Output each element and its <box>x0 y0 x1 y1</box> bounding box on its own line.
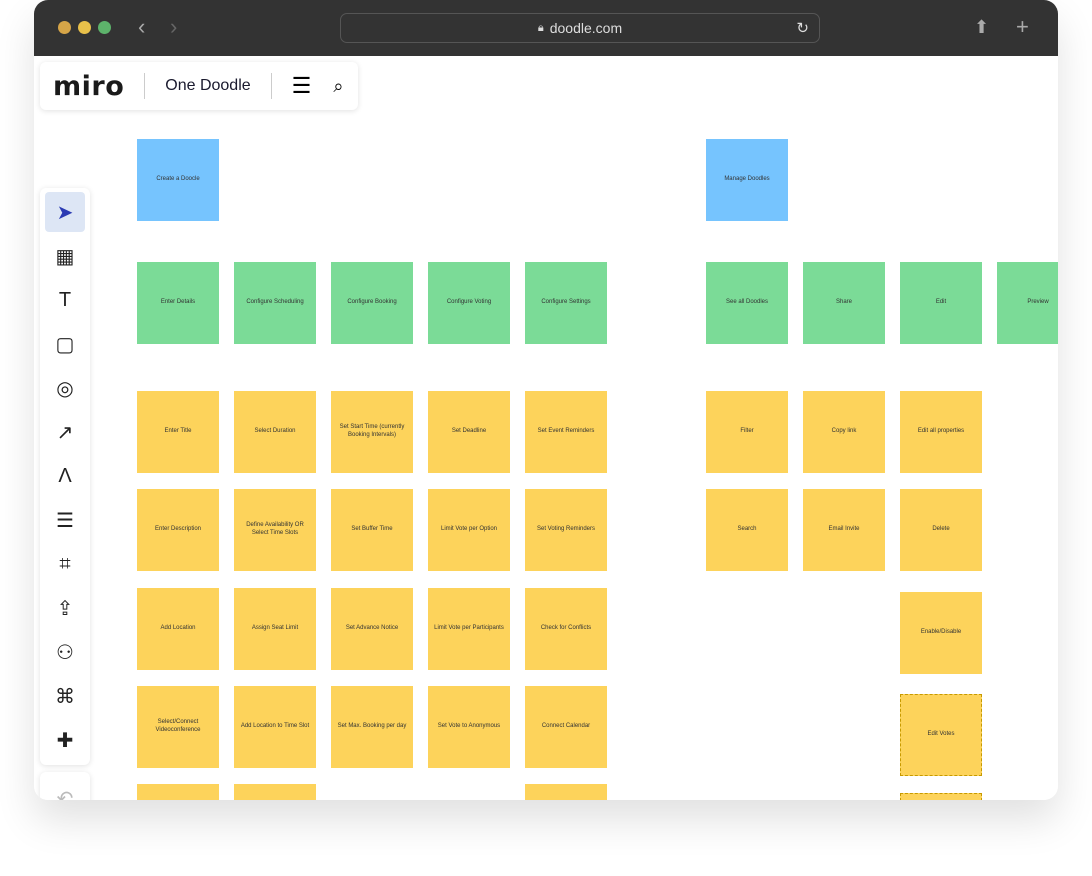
sticky-note[interactable]: Limit Vote per Option <box>428 489 510 571</box>
sticky-note[interactable]: Configure Settings <box>525 262 607 344</box>
sticky-note[interactable]: Set Max. Booking per day <box>331 686 413 768</box>
sticky-note[interactable]: Filter <box>706 391 788 473</box>
sticky-note[interactable]: Set Event Reminders <box>525 391 607 473</box>
sticky-note[interactable]: Search <box>706 489 788 571</box>
sticky-note[interactable]: Copy link <box>803 391 885 473</box>
sticky-note[interactable]: Set Deadline <box>428 391 510 473</box>
new-tab-icon[interactable]: + <box>1016 14 1029 39</box>
sticky-note[interactable]: Set Start Time (currently Booking Interv… <box>331 391 413 473</box>
board-title[interactable]: One Doodle <box>165 77 251 94</box>
sticky-note[interactable]: Set Advance Notice <box>331 588 413 670</box>
shapes-icon[interactable]: ◎ <box>56 377 74 400</box>
sticky-note[interactable] <box>525 784 607 800</box>
sticky-note[interactable]: Manage Doodles <box>706 139 788 221</box>
sticky-note[interactable]: Enter Details <box>137 262 219 344</box>
lock-icon: 🔒︎ <box>537 21 544 34</box>
sticky-note[interactable]: Select/Connect Videoconference <box>137 686 219 768</box>
sticky-note[interactable]: Check for Conflicts <box>525 588 607 670</box>
divider <box>144 73 146 99</box>
sticky-note[interactable]: Connect Calendar <box>525 686 607 768</box>
sticky-note[interactable]: Preview <box>997 262 1058 344</box>
miro-logo[interactable]: miro <box>53 70 125 102</box>
pen-icon[interactable]: Λ <box>58 464 72 487</box>
sticky-note[interactable]: Configure Voting <box>428 262 510 344</box>
sticky-note[interactable]: Set Voting Reminders <box>525 489 607 571</box>
add-icon[interactable]: ✚ <box>56 729 74 752</box>
maximize-button[interactable] <box>98 21 111 34</box>
address-bar[interactable]: 🔒︎ doodle.com ↻ <box>340 13 820 43</box>
sticky-note[interactable]: Set Buffer Time <box>331 489 413 571</box>
back-icon[interactable]: ‹ <box>138 14 146 39</box>
sticky-note[interactable]: Add Location to Time Slot <box>234 686 316 768</box>
sticky-note[interactable] <box>234 784 316 800</box>
board-header: miro One Doodle ☰ ⌕ <box>40 62 358 110</box>
share-icon[interactable]: ⬆︎ <box>974 17 990 37</box>
mind-map-icon[interactable]: ⌘ <box>55 685 75 708</box>
sticky-note[interactable]: Enter Title <box>137 391 219 473</box>
url-text: doodle.com <box>549 20 623 36</box>
sticky-note[interactable] <box>137 784 219 800</box>
sticky-note[interactable]: Define Availability OR Select Time Slots <box>234 489 316 571</box>
text-icon[interactable]: T <box>58 288 72 311</box>
sticky-note[interactable]: Select Duration <box>234 391 316 473</box>
sticky-note[interactable]: Edit <box>900 262 982 344</box>
sticky-note-icon[interactable]: ▢ <box>55 333 75 356</box>
sticky-note[interactable]: See all Doodles <box>706 262 788 344</box>
sticky-note[interactable]: Create a Doocle <box>137 139 219 221</box>
sticky-note[interactable]: Edit all properties <box>900 391 982 473</box>
close-button[interactable] <box>58 21 71 34</box>
upload-icon[interactable]: ⇪ <box>56 597 74 620</box>
undo-button[interactable]: ↶ <box>40 772 90 800</box>
select-icon[interactable]: ➤ <box>45 192 85 232</box>
sticky-note[interactable]: Configure Scheduling <box>234 262 316 344</box>
sticky-note[interactable]: Set Vote to Anonymous <box>428 686 510 768</box>
sticky-note[interactable]: Add Location <box>137 588 219 670</box>
tool-palette: ➤ ▦ T ▢ ◎ ↗ Λ ☰ ⌗ ⇪ ⚇ ⌘ ✚ <box>40 188 90 765</box>
board-canvas[interactable]: miro One Doodle ☰ ⌕ ➤ ▦ T ▢ ◎ ↗ Λ ☰ ⌗ ⇪ ⚇ ⌘ ✚ ↶ Crea… <box>34 56 1058 800</box>
sticky-note[interactable]: Delete <box>900 489 982 571</box>
sticky-note[interactable]: Edit Votes <box>900 694 982 776</box>
more-apps-icon[interactable]: ⚇ <box>56 641 74 664</box>
search-icon[interactable]: ⌕ <box>333 75 344 96</box>
browser-window: ‹ › 🔒︎ doodle.com ↻ ⬆︎ + miro One Doodle ☰… <box>34 0 1058 800</box>
arrow-icon[interactable]: ↗ <box>56 421 74 444</box>
divider <box>270 73 272 99</box>
templates-icon[interactable]: ▦ <box>55 245 75 268</box>
sticky-note[interactable]: Share <box>803 262 885 344</box>
sticky-note[interactable]: Limit Vote per Participants <box>428 588 510 670</box>
reload-icon[interactable]: ↻ <box>796 20 809 37</box>
minimize-button[interactable] <box>78 21 91 34</box>
sticky-note[interactable] <box>900 793 982 800</box>
sticky-note[interactable]: Assign Seat Limit <box>234 588 316 670</box>
browser-toolbar: ‹ › 🔒︎ doodle.com ↻ ⬆︎ + <box>34 0 1058 56</box>
frame-icon[interactable]: ⌗ <box>59 552 71 575</box>
forward-icon[interactable]: › <box>170 14 178 39</box>
sticky-note[interactable]: Enable/Disable <box>900 592 982 674</box>
menu-icon[interactable]: ☰ <box>291 73 312 98</box>
sticky-note[interactable]: Enter Description <box>137 489 219 571</box>
comment-icon[interactable]: ☰ <box>56 509 74 532</box>
sticky-note[interactable]: Email Invite <box>803 489 885 571</box>
sticky-note[interactable]: Configure Booking <box>331 262 413 344</box>
